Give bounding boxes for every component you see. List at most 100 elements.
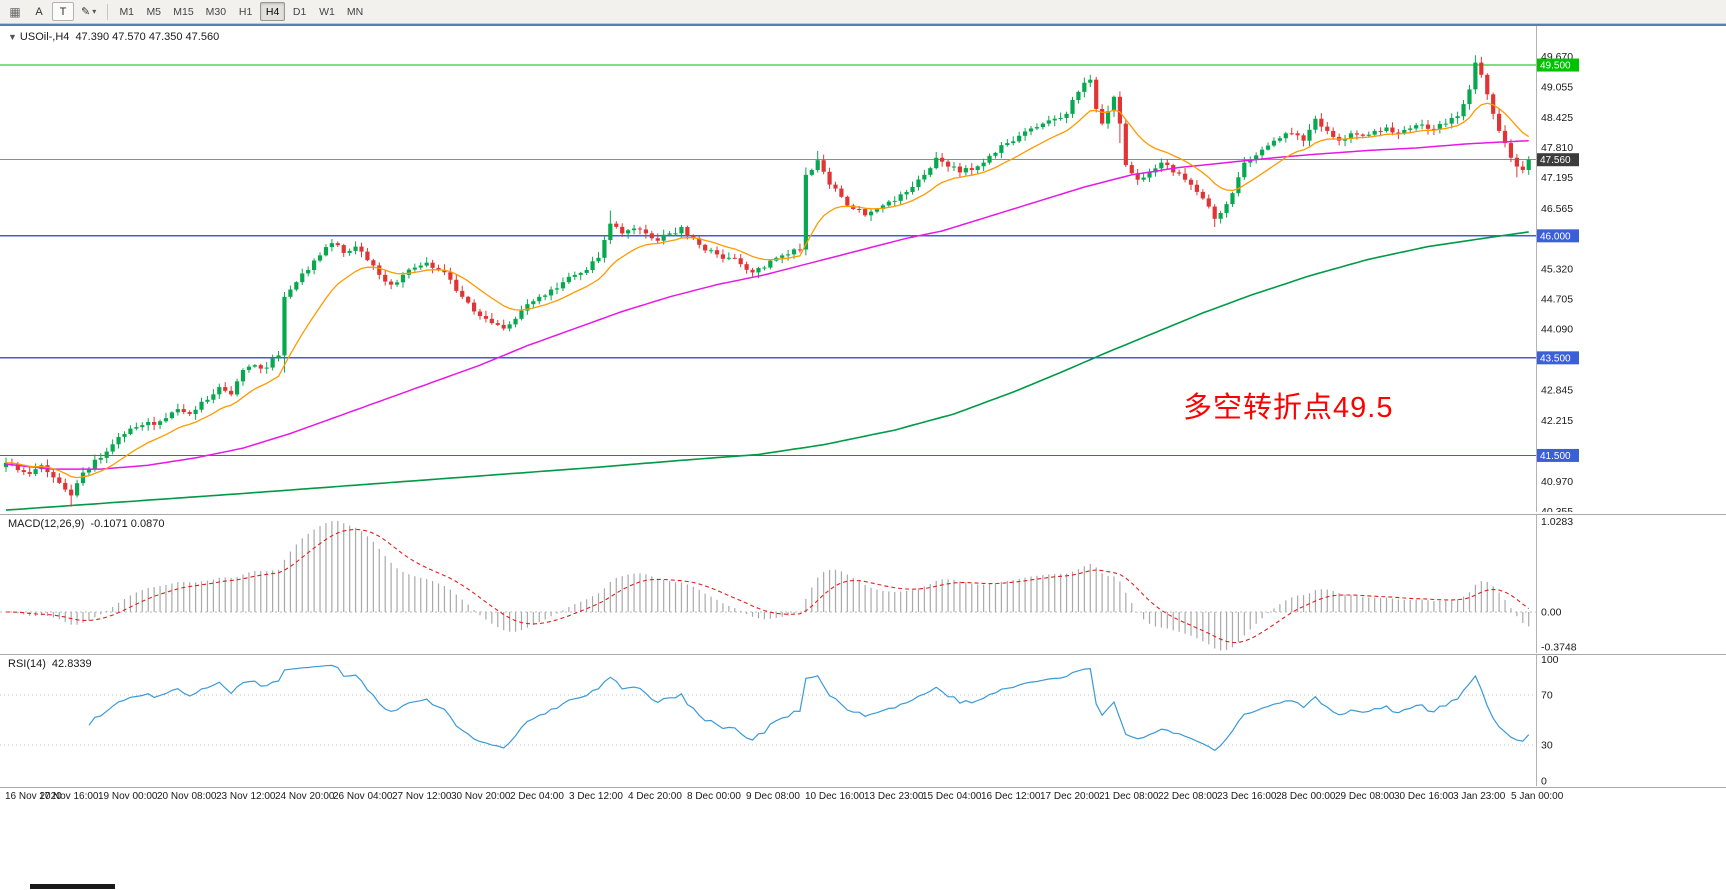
chart-title: ▼ USOil-,H4 47.390 47.570 47.350 47.560 [8,31,219,43]
grid-icon: ▦ [9,4,21,19]
time-label: 24 Nov 20:00 [275,791,335,802]
macd-histogram [11,521,1530,651]
time-label: 5 Jan 00:00 [1511,791,1564,802]
macd-panel[interactable]: 1.0283 0.00 -0.3748 [0,514,1726,653]
caret-down-icon: ▾ [92,7,97,16]
price-tick-label: 42.215 [1541,415,1573,427]
time-label: 9 Dec 08:00 [746,791,800,802]
pencil-icon: ✎ [81,6,91,18]
svg-text:47.560: 47.560 [1540,155,1571,166]
price-tick-label: 44.705 [1541,294,1573,306]
charts-grid-button[interactable]: ▦ [4,2,26,21]
rsi-axis-label: 30 [1541,739,1553,751]
macd-signal-line [6,528,1530,644]
chart-text-annotation[interactable]: 多空转折点49.5 [1183,392,1394,424]
time-label: 28 Dec 00:00 [1276,791,1336,802]
macd-name: MACD(12,26,9) [8,518,85,530]
timeframe-button-d1[interactable]: D1 [292,5,307,18]
price-tick-label: 48.425 [1541,112,1573,124]
rsi-panel[interactable]: 100 70 30 0 [0,654,1726,786]
time-label: 10 Dec 16:00 [805,791,865,802]
timeframe-button-m1[interactable]: M1 [119,5,135,18]
time-axis[interactable]: 16 Nov 2020 17 Nov 16:00 19 Nov 00:00 20 No… [0,787,1726,805]
price-tick-label: 46.565 [1541,203,1573,215]
time-label: 23 Nov 12:00 [216,791,276,802]
time-label: 17 Dec 20:00 [1040,791,1100,802]
svg-text:43.500: 43.500 [1540,353,1571,364]
svg-text:41.500: 41.500 [1540,451,1571,462]
toolbar: ▦ A T ✎ ▾ M1 M5 M15 M30 H1 H4 D1 W1 MN [0,0,1726,24]
price-level-tag [1537,58,1579,72]
timeframe-button-m15[interactable]: M15 [173,5,194,18]
time-label: 29 Dec 08:00 [1335,791,1395,802]
macd-title: MACD(12,26,9) -0.1071 0.0870 [8,518,164,530]
time-label: 3 Dec 12:00 [569,791,623,802]
price-level-tag [1537,153,1579,167]
time-label: 2 Dec 04:00 [510,791,564,802]
horizontal-scrollbar[interactable] [0,880,1726,890]
timeframe-group: M1 M5 M15 M30 H1 H4 D1 W1 MN [114,2,368,21]
time-label: 4 Dec 20:00 [628,791,682,802]
price-tick-label: 44.090 [1541,324,1573,336]
rsi-line [88,664,1530,752]
price-level-tag [1537,351,1579,365]
rsi-axis-label: 70 [1541,690,1553,702]
draw-color-button[interactable]: ✎ ▾ [76,2,101,21]
svg-text:46.000: 46.000 [1540,231,1571,242]
cursor-a-button[interactable]: A [35,5,43,18]
time-label: 22 Dec 08:00 [1158,791,1218,802]
rsi-value: 42.8339 [51,658,92,670]
price-tick-label: 45.320 [1541,264,1573,276]
chart-ohlc-values: 47.390 47.570 47.350 47.560 [75,31,220,43]
candles [3,55,1531,507]
toolbar-separator [107,3,109,20]
macd-axis-label: 0.00 [1541,607,1562,619]
timeframe-button-h4[interactable]: H4 [260,2,286,21]
price-tick-label: 42.845 [1541,384,1573,396]
macd-values: -0.1071 0.0870 [90,518,165,530]
rsi-title: RSI(14) 42.8339 [8,658,92,670]
time-label: 8 Dec 00:00 [687,791,741,802]
time-label: 13 Dec 23:00 [864,791,924,802]
time-label: 23 Dec 16:00 [1217,791,1277,802]
chart-dropdown-icon[interactable]: ▼ [8,32,17,42]
timeframe-button-w1[interactable]: W1 [319,5,335,18]
timeframe-button-mn[interactable]: MN [346,5,364,18]
price-tick-label: 47.810 [1541,142,1573,154]
ma-slow-line [5,231,1529,511]
price-level-tag [1537,229,1579,243]
price-tick-label: 40.355 [1541,506,1573,512]
time-label: 26 Nov 04:00 [333,791,393,802]
text-tool-button[interactable]: T [52,2,74,21]
price-tick-label: 40.970 [1541,476,1573,488]
time-label: 27 Nov 12:00 [392,791,452,802]
price-tick-label: 47.195 [1541,172,1573,184]
price-tick-label: 49.055 [1541,81,1573,93]
time-label: 19 Nov 00:00 [98,791,158,802]
time-label: 15 Dec 04:00 [922,791,982,802]
chart-symbol-period: USOil-,H4 [19,31,70,43]
ma-mid-line [5,139,1529,470]
rsi-axis-label: 100 [1541,654,1559,666]
price-level-tag [1537,448,1579,462]
time-label: 17 Nov 16:00 [39,791,99,802]
time-label: 3 Jan 23:00 [1453,791,1506,802]
ma-fast-line [5,102,1530,479]
timeframe-button-m30[interactable]: M30 [205,5,227,18]
time-label: 20 Nov 08:00 [157,791,217,802]
rsi-name: RSI(14) [8,658,46,670]
scrollbar-thumb[interactable] [30,884,115,889]
main-chart[interactable]: 49.67049.05548.42547.81047.19546.56545.3… [0,24,1726,512]
timeframe-button-h1[interactable]: H1 [238,5,253,18]
macd-axis-label: -0.3748 [1541,642,1577,654]
timeframe-button-m5[interactable]: M5 [146,5,162,18]
time-label: 16 Nov 2020 [5,791,62,802]
time-label: 30 Nov 20:00 [451,791,511,802]
svg-text:49.500: 49.500 [1540,61,1571,72]
time-label: 16 Dec 12:00 [981,791,1041,802]
time-label: 21 Dec 08:00 [1099,791,1159,802]
macd-axis-label: 1.0283 [1541,516,1573,528]
rsi-axis-label: 0 [1541,776,1547,787]
time-label: 30 Dec 16:00 [1394,791,1454,802]
